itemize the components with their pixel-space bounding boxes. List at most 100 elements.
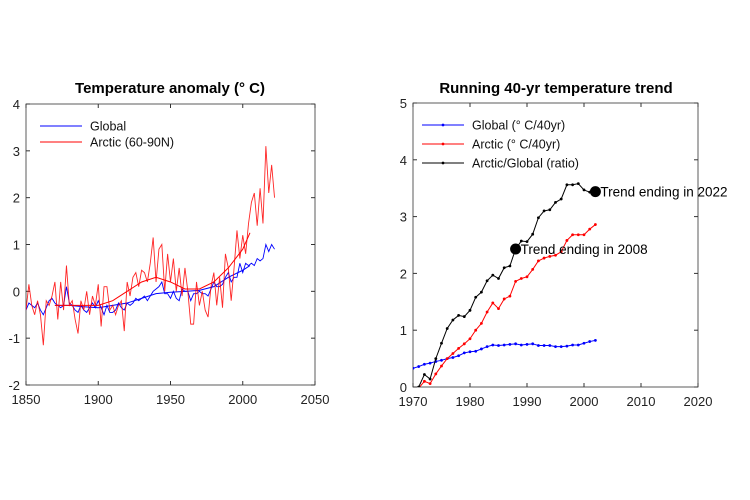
- data-point: [565, 239, 569, 242]
- data-point: [480, 290, 483, 294]
- annotation-label: Trend ending in 2022: [600, 185, 727, 200]
- data-point: [502, 297, 506, 301]
- data-point: [548, 344, 552, 347]
- data-point: [428, 377, 432, 381]
- data-point: [519, 343, 523, 347]
- data-point: [474, 295, 478, 299]
- data-point: [457, 314, 460, 317]
- data-point: [451, 352, 455, 355]
- data-point: [474, 328, 478, 332]
- legend-label: Arctic (° C/40yr): [472, 138, 560, 152]
- data-point: [423, 373, 426, 376]
- data-point: [417, 365, 421, 368]
- legend-marker: [441, 142, 445, 146]
- running-trend-chart: Running 40-yr temperature trend 1970 1980…: [399, 80, 728, 409]
- plot-area: [26, 146, 275, 346]
- x-tick-label: 2050: [301, 392, 330, 407]
- y-tick-label: 2: [13, 191, 20, 206]
- data-point: [525, 275, 529, 279]
- data-point: [468, 308, 472, 312]
- data-point: [525, 343, 529, 346]
- smoothed-line-1: [54, 232, 251, 306]
- data-point: [497, 307, 500, 311]
- data-point: [559, 197, 563, 201]
- x-tick-label: 2010: [627, 394, 656, 409]
- annotation-marker: [510, 243, 522, 255]
- data-point: [445, 327, 449, 330]
- data-point: [542, 256, 546, 260]
- chart-title: Running 40-yr temperature trend: [439, 80, 672, 97]
- data-point: [508, 294, 512, 298]
- data-point: [548, 254, 552, 258]
- data-point: [434, 357, 438, 360]
- data-point: [514, 279, 517, 283]
- data-point: [440, 341, 443, 345]
- data-point: [508, 264, 512, 268]
- y-tick-label: 4: [13, 97, 20, 112]
- data-point: [542, 344, 546, 347]
- data-point: [571, 233, 574, 237]
- data-point: [497, 344, 500, 347]
- data-point: [582, 188, 586, 192]
- data-point: [468, 337, 472, 341]
- y-tick-label: 2: [400, 266, 407, 281]
- data-point: [497, 277, 500, 280]
- data-point: [588, 340, 592, 343]
- legend-label: Global: [90, 120, 126, 134]
- data-point: [502, 343, 506, 347]
- data-point: [594, 223, 597, 226]
- data-point: [576, 182, 580, 186]
- data-point: [457, 346, 460, 350]
- data-point: [519, 239, 523, 243]
- x-tick-label: 1850: [12, 392, 41, 407]
- series-line-1: [26, 146, 275, 346]
- annotation-marker: [589, 186, 601, 198]
- annotation-label: Trend ending in 2008: [521, 242, 648, 257]
- series-line-2: [418, 183, 596, 387]
- data-point: [485, 345, 489, 349]
- y-tick-label: 1: [400, 323, 407, 338]
- x-tick-label: 1950: [156, 392, 185, 407]
- y-tick-label: 0: [13, 284, 20, 299]
- data-point: [571, 183, 574, 187]
- data-point: [502, 266, 506, 270]
- data-point: [565, 183, 569, 187]
- x-tick-label: 1970: [399, 394, 428, 409]
- data-point: [514, 342, 517, 346]
- data-point: [440, 358, 443, 362]
- data-point: [491, 343, 495, 347]
- data-point: [445, 357, 449, 360]
- x-tick-label: 1980: [456, 394, 485, 409]
- data-point: [423, 379, 426, 383]
- data-point: [531, 342, 535, 346]
- axes-box: [412, 102, 699, 388]
- x-tick-label: 1900: [84, 392, 113, 407]
- y-tick-label: -1: [8, 331, 20, 346]
- data-point: [417, 385, 421, 387]
- y-tick-label: 5: [400, 96, 407, 111]
- y-tick-label: 1: [13, 238, 20, 253]
- data-point: [571, 343, 574, 347]
- data-point: [531, 232, 535, 236]
- data-point: [582, 341, 586, 345]
- data-point: [451, 318, 455, 322]
- data-point: [554, 253, 557, 257]
- x-tick-label: 2000: [570, 394, 599, 409]
- data-point: [413, 366, 415, 370]
- data-point: [519, 277, 523, 280]
- data-point: [559, 345, 563, 349]
- data-point: [576, 343, 580, 347]
- data-point: [576, 233, 580, 237]
- data-point: [525, 240, 529, 243]
- data-point: [462, 342, 466, 346]
- y-tick-label: -2: [8, 378, 20, 393]
- data-point: [440, 364, 443, 368]
- data-point: [537, 259, 540, 263]
- plot-area: [413, 182, 597, 387]
- data-point: [480, 321, 483, 325]
- data-point: [537, 216, 540, 220]
- data-point: [588, 227, 592, 231]
- data-point: [554, 201, 557, 204]
- legend-marker: [441, 123, 445, 127]
